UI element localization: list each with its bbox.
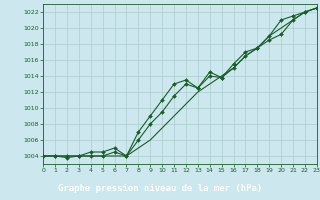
Text: Graphe pression niveau de la mer (hPa): Graphe pression niveau de la mer (hPa) <box>58 184 262 193</box>
